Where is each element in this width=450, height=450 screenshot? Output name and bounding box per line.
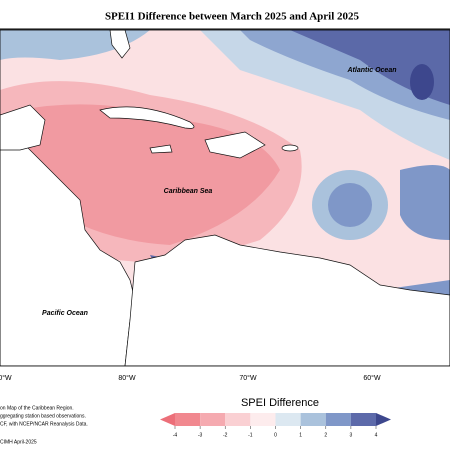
- colorbar-tick-label: 1: [299, 432, 302, 438]
- colorbar-segment: [275, 413, 301, 426]
- colorbar-arrow: [376, 413, 391, 426]
- footnote: CIMH April-2025: [0, 439, 37, 445]
- sea-label: Caribbean Sea: [164, 188, 213, 195]
- colorbar-segment: [225, 413, 251, 426]
- longitude-label: 60°W: [363, 374, 381, 382]
- colorbar-tick-label: 3: [349, 432, 352, 438]
- footnote: CF, with NCEP/NCAR Reanalysis Data.: [0, 421, 88, 427]
- colorbar-tick-label: 2: [324, 432, 327, 438]
- colorbar-arrow: [160, 413, 175, 426]
- map-title: SPEI1 Difference between March 2025 and …: [105, 11, 360, 23]
- longitude-label: 70°W: [239, 374, 257, 382]
- longitude-labels: 0°W 80°W 70°W 60°W: [0, 374, 381, 382]
- colorbar-tick-label: -2: [223, 432, 228, 438]
- colorbar-tick-label: 0: [274, 432, 277, 438]
- footnote: on Map of the Caribbean Region.: [0, 405, 74, 411]
- map: [0, 29, 450, 367]
- longitude-label: 80°W: [118, 374, 136, 382]
- colorbar: -4 -3 -2 -1 0 1 2 3 4: [160, 413, 391, 438]
- colorbar-tick-label: -3: [198, 432, 203, 438]
- colorbar-segment: [300, 413, 326, 426]
- colorbar-tick-label: -4: [173, 432, 178, 438]
- colorbar-tick-label: -1: [248, 432, 253, 438]
- colorbar-title: SPEI Difference: [241, 397, 319, 409]
- colorbar-segment: [200, 413, 226, 426]
- colorbar-segment: [325, 413, 351, 426]
- colorbar-segment: [350, 413, 376, 426]
- footnote: ggregating station based observations.: [0, 413, 86, 419]
- footnotes: on Map of the Caribbean Region. ggregatin…: [0, 405, 88, 445]
- colorbar-tick-label: 4: [375, 432, 378, 438]
- colorbar-segment: [175, 413, 201, 426]
- colorbar-segment: [250, 413, 276, 426]
- ocean-label: Atlantic Ocean: [346, 67, 396, 74]
- ocean-label: Pacific Ocean: [42, 310, 88, 317]
- longitude-label: 0°W: [0, 374, 12, 382]
